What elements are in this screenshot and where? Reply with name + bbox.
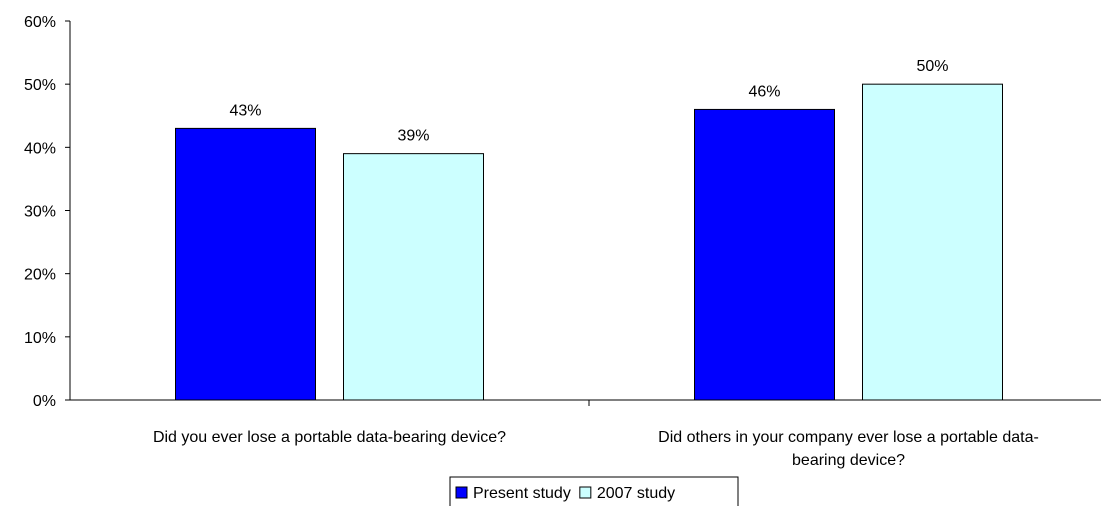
legend-label: Present study: [473, 485, 571, 502]
bar-value-label: 50%: [916, 58, 948, 75]
bar: [695, 109, 835, 400]
x-category-label: Did others in your company ever lose a p…: [658, 429, 1039, 446]
y-tick-label: 40%: [24, 140, 56, 157]
bars: 43% 39% 46% 50%: [176, 58, 1003, 400]
x-category-label: bearing device?: [792, 452, 905, 469]
legend: Present study 2007 study: [450, 477, 738, 506]
bar-value-label: 46%: [748, 83, 780, 100]
x-category-label: Did you ever lose a portable data-bearin…: [153, 429, 506, 446]
bar: [344, 154, 484, 400]
bar-value-label: 43%: [229, 102, 261, 119]
legend-swatch: [456, 487, 467, 498]
y-axis: 0% 10% 20% 30% 40% 50% 60%: [24, 14, 70, 410]
legend-label: 2007 study: [597, 485, 675, 502]
bar: [863, 84, 1003, 400]
y-tick-label: 20%: [24, 267, 56, 284]
x-axis: Did you ever lose a portable data-bearin…: [70, 400, 1101, 469]
legend-swatch: [580, 487, 591, 498]
y-tick-label: 50%: [24, 77, 56, 94]
y-tick-label: 0%: [33, 393, 56, 410]
y-tick-label: 60%: [24, 14, 56, 31]
y-tick-label: 10%: [24, 330, 56, 347]
y-tick-label: 30%: [24, 204, 56, 221]
bar: [176, 128, 316, 400]
bar-value-label: 39%: [397, 128, 429, 145]
